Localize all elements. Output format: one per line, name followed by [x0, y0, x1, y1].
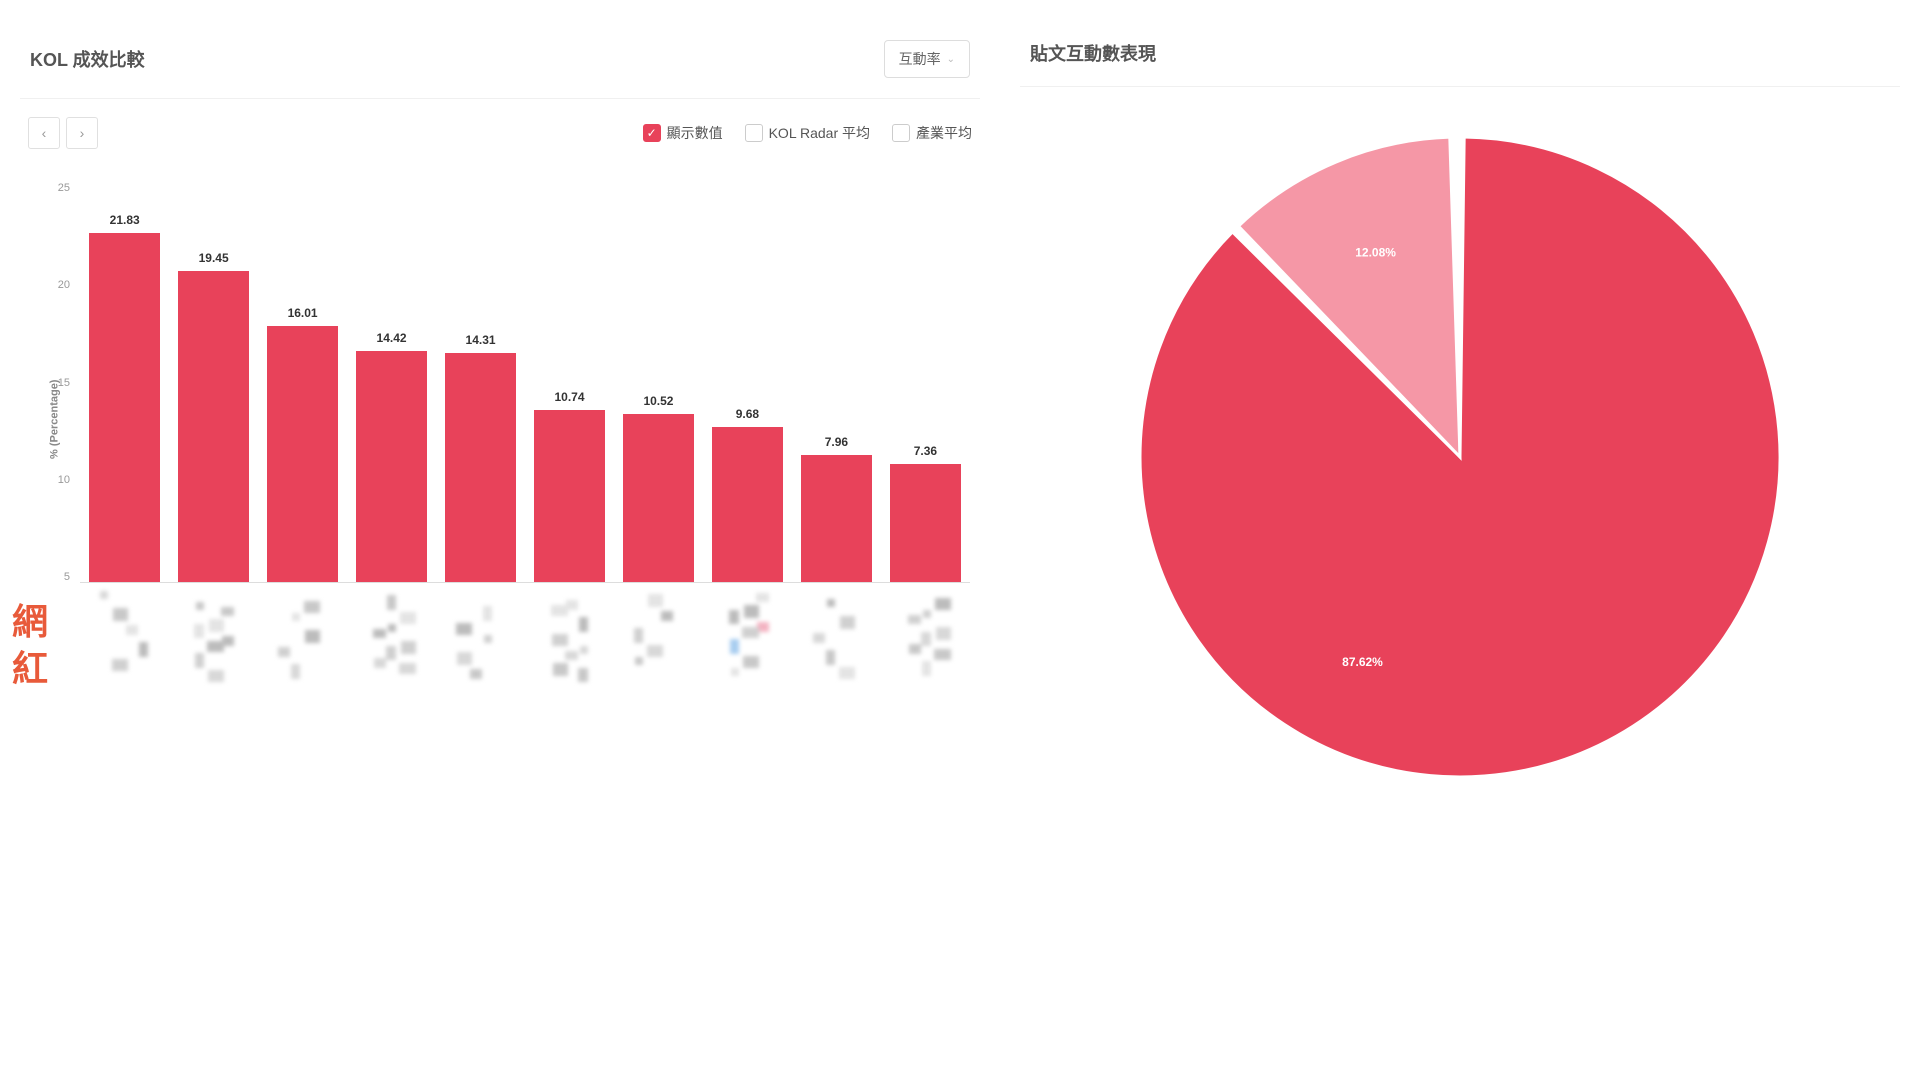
x-label	[890, 591, 962, 733]
bar-value-label: 19.45	[199, 251, 229, 265]
bar-column: 9.68	[712, 427, 784, 582]
legend-label: KOL Radar 平均	[769, 123, 870, 143]
bar-column: 16.01	[267, 326, 339, 582]
x-label	[445, 591, 517, 733]
pixelated-label-icon	[100, 591, 150, 681]
y-ticks: 25 20 15 10 5	[50, 183, 70, 583]
bar-value-label: 10.74	[554, 390, 584, 404]
pixelated-label-icon	[722, 591, 772, 681]
x-label	[534, 591, 606, 733]
bar-column: 21.83	[89, 233, 161, 582]
y-tick: 25	[50, 183, 70, 194]
bar-value-label: 10.52	[643, 394, 673, 408]
pie-svg: 87.62% 12.08%	[1120, 117, 1800, 797]
bar-column: 10.74	[534, 410, 606, 582]
bar	[534, 410, 606, 582]
bar-column: 14.42	[356, 351, 428, 582]
legend-items: ✓ 顯示數值 KOL Radar 平均 產業平均	[643, 123, 972, 143]
panel-title: 貼文互動數表現	[1030, 40, 1156, 66]
checkbox-icon	[892, 124, 910, 142]
bar-value-label: 14.31	[466, 333, 496, 347]
bar-value-label: 9.68	[736, 407, 759, 421]
nav-arrows: ‹ ›	[28, 117, 98, 149]
bar-value-label: 14.42	[377, 331, 407, 345]
legend-show-values[interactable]: ✓ 顯示數值	[643, 123, 723, 143]
chevron-down-icon: ⌄	[947, 54, 955, 65]
bar	[712, 427, 784, 582]
panel-header: KOL 成效比較 互動率 ⌄	[20, 20, 980, 99]
bar	[356, 351, 428, 582]
bar-chart: % (Percentage) 252015105 21.8319.4516.01…	[20, 163, 980, 743]
watermark-line: 網	[12, 599, 48, 646]
pixelated-label-icon	[278, 591, 328, 681]
panel-header: 貼文互動數表現	[1020, 20, 1900, 87]
x-label	[712, 591, 784, 733]
x-label	[267, 591, 339, 733]
x-label	[178, 591, 250, 733]
bar-column: 10.52	[623, 414, 695, 582]
legend-industry-avg[interactable]: 產業平均	[892, 123, 972, 143]
x-labels	[80, 583, 970, 733]
nav-next-button[interactable]: ›	[66, 117, 98, 149]
kol-performance-panel: KOL 成效比較 互動率 ⌄ ‹ › ✓ 顯示數值 KOL Radar 平均	[20, 20, 980, 827]
legend-row: ‹ › ✓ 顯示數值 KOL Radar 平均 產業平均	[20, 99, 980, 163]
pie-chart: 87.62% 12.08%	[1020, 87, 1900, 827]
bar	[267, 326, 339, 582]
pixelated-label-icon	[900, 591, 950, 681]
bar-column: 19.45	[178, 271, 250, 582]
legend-kol-avg[interactable]: KOL Radar 平均	[745, 123, 870, 143]
pie-slice-label: 12.08%	[1355, 245, 1396, 259]
metric-dropdown[interactable]: 互動率 ⌄	[884, 40, 970, 78]
bar-value-label: 7.96	[825, 435, 848, 449]
y-tick: 10	[50, 475, 70, 486]
checkbox-icon	[745, 124, 763, 142]
panel-title: KOL 成效比較	[30, 46, 145, 72]
bar-plot-area: 21.8319.4516.0114.4214.3110.7410.529.687…	[80, 183, 970, 583]
dropdown-value: 互動率	[899, 49, 941, 69]
bar-value-label: 7.36	[914, 444, 937, 458]
bar	[445, 353, 517, 582]
bar	[890, 464, 962, 582]
x-label	[623, 591, 695, 733]
y-tick: 5	[50, 572, 70, 583]
pixelated-label-icon	[811, 591, 861, 681]
legend-label: 產業平均	[916, 123, 972, 143]
bar-column: 14.31	[445, 353, 517, 582]
pie-slice-label: 87.62%	[1342, 655, 1383, 669]
bar-column: 7.36	[890, 464, 962, 582]
bar-value-label: 21.83	[110, 213, 140, 227]
bar	[89, 233, 161, 582]
x-label	[356, 591, 428, 733]
engagement-pie-panel: 貼文互動數表現 87.62% 12.08%	[1020, 20, 1900, 827]
pixelated-label-icon	[367, 591, 417, 681]
watermark: 網 紅	[12, 599, 48, 693]
bar	[801, 455, 873, 582]
nav-prev-button[interactable]: ‹	[28, 117, 60, 149]
pixelated-label-icon	[456, 591, 506, 681]
y-tick: 15	[50, 378, 70, 389]
bar-value-label: 16.01	[288, 306, 318, 320]
pixelated-label-icon	[189, 591, 239, 681]
bar	[178, 271, 250, 582]
bar	[623, 414, 695, 582]
x-label	[89, 591, 161, 733]
pixelated-label-icon	[545, 591, 595, 681]
watermark-line: 紅	[12, 646, 48, 693]
x-label	[801, 591, 873, 733]
y-tick: 20	[50, 280, 70, 291]
bar-column: 7.96	[801, 455, 873, 582]
pixelated-label-icon	[633, 591, 683, 681]
legend-label: 顯示數值	[667, 123, 723, 143]
checkbox-checked-icon: ✓	[643, 124, 661, 142]
